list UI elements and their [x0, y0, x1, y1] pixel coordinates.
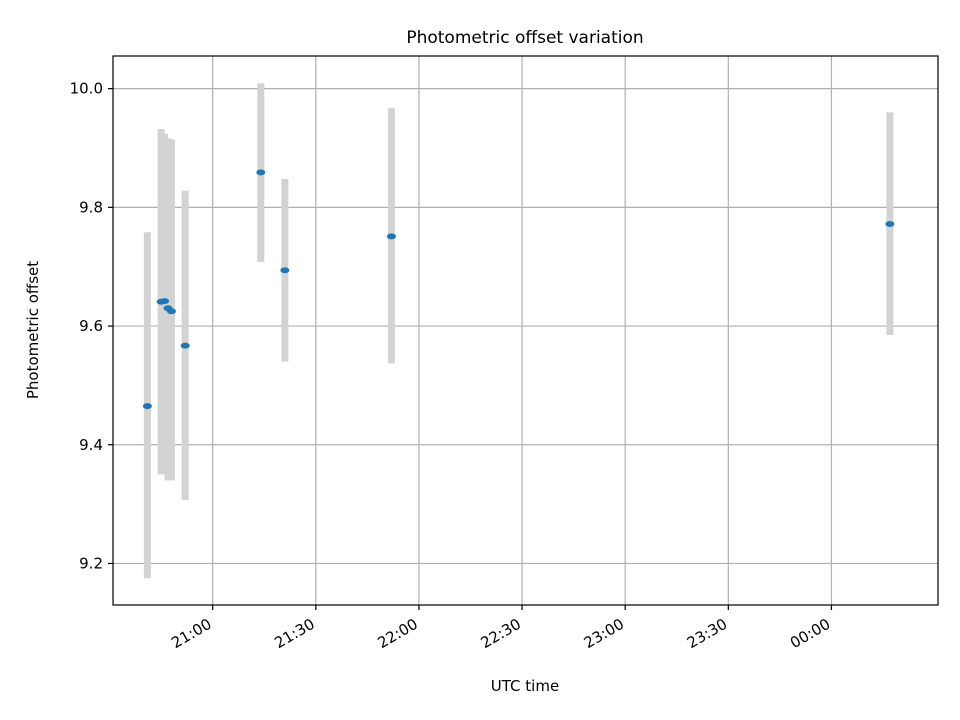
- data-point: [142, 403, 152, 410]
- grid-layer: [113, 56, 938, 605]
- y-tick-label: 9.2: [79, 554, 103, 572]
- data-point: [280, 267, 290, 274]
- y-tick-label: 9.6: [79, 317, 103, 335]
- point-layer: [142, 169, 895, 410]
- y-tick-label: 9.8: [79, 198, 103, 216]
- data-point: [386, 233, 396, 240]
- y-axis-label: Photometric offset: [24, 261, 42, 399]
- data-point: [180, 342, 190, 349]
- chart-title: Photometric offset variation: [406, 28, 643, 48]
- y-tick-label: 9.4: [79, 436, 103, 454]
- axes-frame: [112, 55, 939, 606]
- data-point: [160, 298, 170, 305]
- data-point: [885, 220, 895, 227]
- x-axis-label: UTC time: [491, 677, 559, 695]
- data-point: [256, 169, 266, 176]
- data-point: [166, 308, 176, 315]
- y-tick-label: 10.0: [70, 80, 103, 98]
